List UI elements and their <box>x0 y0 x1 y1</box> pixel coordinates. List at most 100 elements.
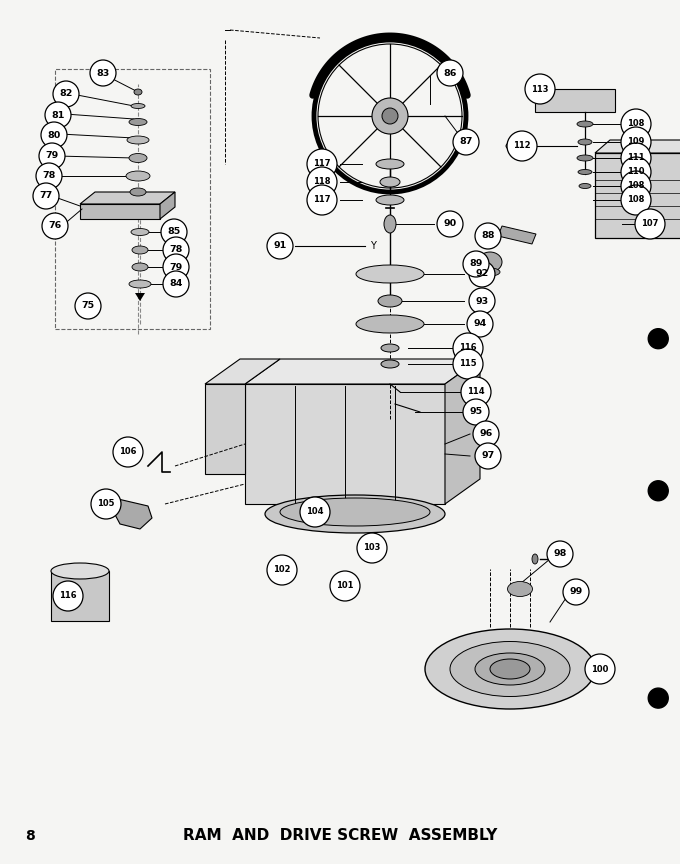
Text: 95: 95 <box>469 408 483 416</box>
Text: 102: 102 <box>273 566 291 575</box>
Text: 94: 94 <box>473 320 487 328</box>
Circle shape <box>648 688 668 708</box>
Text: 118: 118 <box>313 177 330 187</box>
Ellipse shape <box>578 139 592 145</box>
Circle shape <box>585 654 615 684</box>
Text: 110: 110 <box>627 168 645 176</box>
Ellipse shape <box>132 263 148 271</box>
Ellipse shape <box>478 252 502 272</box>
Polygon shape <box>160 192 175 219</box>
Polygon shape <box>498 226 536 244</box>
Ellipse shape <box>280 498 430 526</box>
Circle shape <box>39 143 65 169</box>
Text: 98: 98 <box>554 550 566 558</box>
Circle shape <box>382 108 398 124</box>
Circle shape <box>91 489 121 519</box>
Text: 87: 87 <box>459 137 473 147</box>
Ellipse shape <box>265 495 445 533</box>
Ellipse shape <box>376 195 404 205</box>
Ellipse shape <box>131 104 145 109</box>
Circle shape <box>453 333 483 363</box>
Ellipse shape <box>577 121 593 127</box>
Text: 104: 104 <box>306 507 324 517</box>
Circle shape <box>621 143 651 173</box>
Text: 101: 101 <box>336 581 354 590</box>
Text: 93: 93 <box>475 296 488 306</box>
Circle shape <box>621 109 651 139</box>
Text: 107: 107 <box>641 219 659 228</box>
Polygon shape <box>205 384 245 474</box>
Ellipse shape <box>450 641 570 696</box>
FancyBboxPatch shape <box>595 153 680 238</box>
Circle shape <box>330 571 360 601</box>
Text: 92: 92 <box>475 270 489 278</box>
Circle shape <box>507 131 537 161</box>
Text: RAM  AND  DRIVE SCREW  ASSEMBLY: RAM AND DRIVE SCREW ASSEMBLY <box>183 829 497 843</box>
Polygon shape <box>135 293 145 301</box>
Circle shape <box>461 377 491 407</box>
Text: 109: 109 <box>628 137 645 147</box>
Ellipse shape <box>376 159 404 169</box>
Text: 89: 89 <box>469 259 483 269</box>
Circle shape <box>453 349 483 379</box>
Text: 90: 90 <box>443 219 456 228</box>
Ellipse shape <box>507 581 532 596</box>
Text: 99: 99 <box>569 588 583 596</box>
Ellipse shape <box>378 295 402 307</box>
Ellipse shape <box>132 246 148 254</box>
Circle shape <box>621 185 651 215</box>
Circle shape <box>467 311 493 337</box>
Circle shape <box>163 271 189 297</box>
Text: 77: 77 <box>39 192 52 200</box>
Text: 113: 113 <box>531 85 549 93</box>
Circle shape <box>45 102 71 128</box>
Ellipse shape <box>134 89 142 95</box>
Text: 116: 116 <box>59 592 77 600</box>
Ellipse shape <box>577 155 593 161</box>
Ellipse shape <box>356 265 424 283</box>
Text: 103: 103 <box>363 543 381 552</box>
Circle shape <box>463 251 489 277</box>
Polygon shape <box>205 359 280 384</box>
Circle shape <box>75 293 101 319</box>
Circle shape <box>53 81 79 107</box>
Ellipse shape <box>480 268 500 276</box>
Text: 75: 75 <box>82 302 95 310</box>
Circle shape <box>33 183 59 209</box>
Text: 78: 78 <box>42 171 56 181</box>
Circle shape <box>41 122 67 148</box>
Text: 108: 108 <box>628 119 645 129</box>
Circle shape <box>267 555 297 585</box>
Text: 76: 76 <box>48 221 62 231</box>
Text: 81: 81 <box>51 111 65 119</box>
Circle shape <box>113 437 143 467</box>
Circle shape <box>563 579 589 605</box>
Text: 117: 117 <box>313 195 330 205</box>
Text: 100: 100 <box>592 664 609 674</box>
Ellipse shape <box>130 188 146 196</box>
Ellipse shape <box>380 177 400 187</box>
Ellipse shape <box>532 554 538 564</box>
Circle shape <box>469 261 495 287</box>
Ellipse shape <box>131 228 149 236</box>
Circle shape <box>267 233 293 259</box>
Text: 80: 80 <box>48 130 61 139</box>
Text: 83: 83 <box>97 68 109 78</box>
Circle shape <box>648 328 668 349</box>
Polygon shape <box>112 499 152 529</box>
Circle shape <box>437 60 463 86</box>
Text: 79: 79 <box>46 151 58 161</box>
Circle shape <box>36 163 62 189</box>
Ellipse shape <box>126 171 150 181</box>
Text: 106: 106 <box>119 448 137 456</box>
Text: 79: 79 <box>169 263 183 271</box>
Circle shape <box>463 399 489 425</box>
Ellipse shape <box>381 360 399 368</box>
Circle shape <box>53 581 83 611</box>
Text: 108: 108 <box>628 195 645 205</box>
Circle shape <box>525 74 555 104</box>
Circle shape <box>307 149 337 179</box>
Polygon shape <box>535 89 615 112</box>
Circle shape <box>163 237 189 263</box>
Polygon shape <box>595 140 680 153</box>
